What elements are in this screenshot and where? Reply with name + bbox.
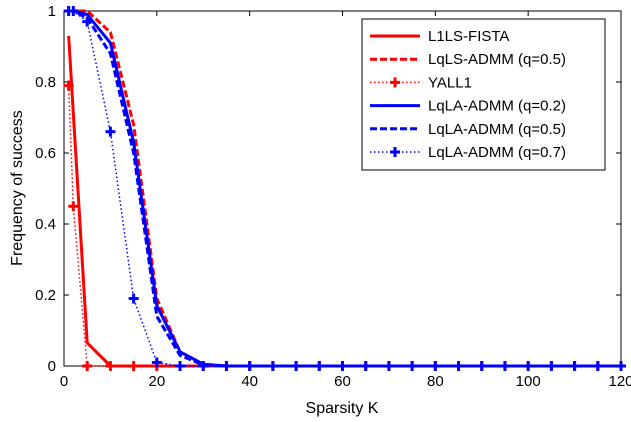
- legend-item: LqLA-ADMM (q=0.7): [370, 144, 566, 161]
- y-tick-label: 0: [48, 358, 56, 375]
- y-tick-label: 0.6: [35, 145, 56, 162]
- data-point: [128, 293, 139, 304]
- data-point: [82, 16, 93, 27]
- legend-label: LqLA-ADMM (q=0.5): [428, 121, 566, 138]
- data-point: [267, 361, 278, 371]
- x-axis-ticks: 0 20 40 60 80 100 120: [60, 11, 631, 390]
- data-point: [337, 361, 348, 371]
- legend-label: L1LS-FISTA: [428, 28, 509, 45]
- x-tick-label: 0: [60, 373, 68, 390]
- legend-item: LqLS-ADMM (q=0.5): [370, 51, 566, 68]
- legend: L1LS-FISTA LqLS-ADMM (q=0.5) YALL1 LqLA-ADM…: [361, 18, 606, 171]
- data-point: [569, 361, 580, 371]
- x-tick-label: 60: [334, 373, 351, 390]
- data-point: [314, 361, 325, 371]
- x-tick-label: 120: [608, 373, 631, 390]
- data-point: [175, 361, 186, 371]
- series-layer: [63, 6, 626, 371]
- data-point: [128, 361, 139, 371]
- data-point: [383, 361, 394, 371]
- y-tick-label: 0.2: [35, 287, 56, 304]
- legend-label: LqLS-ADMM (q=0.5): [428, 51, 566, 68]
- data-point: [430, 361, 441, 371]
- data-point: [592, 361, 603, 371]
- data-point: [616, 361, 626, 371]
- data-point: [151, 357, 162, 368]
- data-point: [105, 361, 116, 371]
- legend-item: LqLA-ADMM (q=0.2): [370, 98, 566, 115]
- legend-item: LqLA-ADMM (q=0.5): [370, 121, 566, 138]
- x-axis-label: Sparsity K: [306, 400, 379, 417]
- data-point: [499, 361, 510, 371]
- legend-marker: [390, 77, 400, 88]
- data-point: [453, 361, 464, 371]
- y-tick-label: 0.8: [35, 74, 56, 91]
- x-tick-label: 80: [427, 373, 444, 390]
- legend-label: YALL1: [428, 74, 472, 91]
- data-point: [360, 361, 371, 371]
- data-point: [291, 361, 302, 371]
- legend-marker: [390, 147, 400, 157]
- data-point: [82, 361, 93, 371]
- y-tick-label: 0.4: [35, 216, 56, 233]
- x-tick-label: 20: [148, 373, 165, 390]
- data-point: [105, 126, 116, 137]
- y-tick-label: 1: [48, 3, 56, 20]
- data-point: [244, 361, 255, 371]
- data-point: [63, 80, 74, 91]
- x-tick-label: 100: [516, 373, 541, 390]
- data-point: [546, 361, 557, 371]
- x-tick-label: 40: [241, 373, 258, 390]
- legend-item: YALL1: [370, 74, 472, 91]
- data-point: [476, 361, 487, 371]
- series-6: [63, 6, 626, 371]
- data-point: [68, 201, 79, 212]
- legend-box: [361, 18, 606, 171]
- data-point: [523, 361, 534, 371]
- legend-label: LqLA-ADMM (q=0.2): [428, 98, 566, 115]
- data-point: [68, 6, 79, 16]
- data-point: [198, 361, 209, 371]
- y-axis-ticks: 0 0.2 0.4 0.6 0.8 1: [35, 3, 621, 375]
- data-point: [221, 361, 232, 371]
- legend-item: L1LS-FISTA: [370, 28, 509, 45]
- legend-label: LqLA-ADMM (q=0.7): [428, 144, 566, 161]
- data-point: [407, 361, 418, 371]
- series-line: [68, 10, 621, 367]
- y-axis-label: Frequency of success: [9, 110, 26, 266]
